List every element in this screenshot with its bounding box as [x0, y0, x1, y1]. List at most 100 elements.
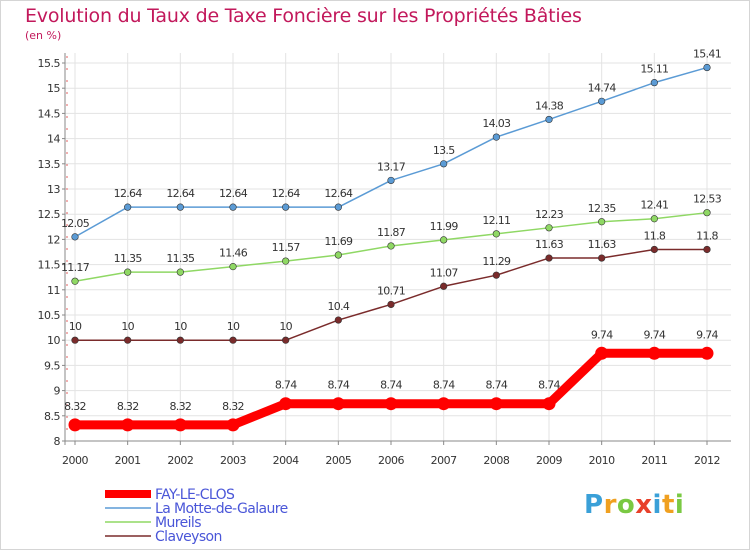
- data-label: 11.07: [430, 266, 459, 279]
- data-point: [176, 268, 184, 276]
- x-tick-label: 2003: [220, 454, 246, 467]
- data-label: 12.64: [324, 187, 353, 200]
- data-point: [71, 277, 79, 285]
- data-point: [334, 203, 342, 211]
- data-point: [124, 336, 132, 344]
- legend-item: La Motte-de-Galaure: [105, 501, 288, 517]
- y-tick-label: 12: [47, 233, 60, 246]
- data-point: [703, 245, 711, 254]
- data-label: 11.17: [61, 261, 90, 274]
- data-label: 12.05: [61, 217, 90, 230]
- data-point: [279, 397, 293, 411]
- data-label: 10: [121, 320, 134, 333]
- data-point: [226, 418, 240, 432]
- data-label: 8.74: [485, 379, 507, 392]
- data-point: [176, 203, 184, 211]
- y-tick-label: 8: [54, 435, 61, 448]
- data-point: [598, 218, 606, 226]
- series-mureils: 11.17 11.35 11.35 11.46 11.57 11.69 11.87 11.99…: [61, 193, 722, 285]
- legend-item: FAY-LE-CLOS: [105, 487, 236, 503]
- data-point: [334, 251, 342, 259]
- plot-background: [65, 53, 731, 441]
- data-label: 13.5: [433, 144, 455, 157]
- data-label: 10: [227, 320, 240, 333]
- data-point: [440, 282, 448, 290]
- data-point: [700, 346, 714, 360]
- data-point: [492, 271, 500, 279]
- y-tick-label: 14.5: [38, 107, 61, 120]
- data-label: 12.64: [219, 187, 248, 200]
- data-label: 11.99: [430, 220, 459, 233]
- x-tick-label: 2002: [167, 454, 193, 467]
- data-point: [71, 336, 79, 344]
- data-label: 11.63: [535, 238, 564, 251]
- data-label: 12.64: [114, 187, 143, 200]
- legend-item: Claveyson: [105, 529, 222, 545]
- data-label: 11.8: [696, 229, 718, 242]
- data-point: [229, 336, 237, 344]
- data-label: 11.8: [643, 229, 665, 242]
- data-point: [650, 215, 658, 223]
- x-tick-label: 2001: [115, 454, 141, 467]
- data-point: [489, 397, 503, 411]
- data-label: 14.38: [535, 99, 564, 112]
- data-label: 9.74: [696, 328, 718, 341]
- data-point: [176, 336, 184, 344]
- data-label: 12.11: [482, 214, 510, 227]
- data-label: 9.74: [643, 328, 665, 341]
- data-label: 12.64: [272, 187, 301, 200]
- data-label: 8.32: [64, 400, 86, 413]
- x-tick-label: 2000: [62, 454, 88, 467]
- data-label: 11.35: [114, 252, 143, 265]
- data-point: [595, 346, 609, 360]
- data-label: 8.32: [169, 400, 191, 413]
- data-point: [124, 268, 132, 276]
- data-point: [384, 397, 398, 411]
- data-point: [387, 176, 395, 185]
- data-point: [121, 418, 135, 432]
- data-point: [68, 418, 82, 432]
- data-point: [331, 397, 345, 411]
- x-tick-label: 2004: [273, 454, 299, 467]
- data-label: 13.17: [377, 160, 406, 173]
- y-tick-label: 13: [47, 183, 60, 196]
- y-tick-label: 9: [54, 385, 61, 398]
- data-point: [647, 346, 661, 360]
- data-label: 11.87: [377, 226, 406, 239]
- data-label: 11.29: [482, 255, 511, 268]
- data-point: [650, 79, 658, 87]
- series-la-motte-de-galaure: 12.05 12.64 12.64 12.64 12.64 12.64 13.17 13.5 1…: [61, 48, 722, 241]
- data-point: [703, 209, 711, 217]
- data-label: 11.46: [219, 247, 248, 260]
- data-point: [124, 203, 132, 211]
- data-label: 10.71: [377, 284, 405, 297]
- data-point: [387, 242, 395, 250]
- x-tick-label: 2009: [536, 454, 562, 467]
- data-point: [650, 245, 658, 254]
- data-label: 10.4: [327, 300, 349, 313]
- data-label: 8.74: [433, 379, 455, 392]
- data-point: [282, 203, 290, 211]
- data-point: [437, 397, 451, 411]
- data-label: 15.11: [640, 63, 668, 76]
- data-point: [387, 300, 395, 309]
- data-label: 11.69: [324, 235, 353, 248]
- data-point: [229, 263, 237, 271]
- y-tick-label: 11.5: [38, 259, 61, 272]
- data-label: 12.53: [693, 193, 722, 206]
- data-point: [282, 336, 290, 344]
- legend-label: Claveyson: [155, 529, 222, 545]
- y-tick-label: 9.5: [44, 359, 60, 372]
- data-point: [173, 418, 187, 432]
- data-label: 15.41: [693, 48, 721, 61]
- y-tick-label: 11: [47, 284, 60, 297]
- data-label: 8.74: [538, 379, 560, 392]
- data-label: 10: [174, 320, 187, 333]
- data-label: 12.41: [640, 199, 668, 212]
- data-point: [440, 236, 448, 244]
- y-tick-label: 12.5: [38, 208, 61, 221]
- data-label: 8.32: [117, 400, 139, 413]
- chart-subtitle: (en %): [25, 29, 62, 42]
